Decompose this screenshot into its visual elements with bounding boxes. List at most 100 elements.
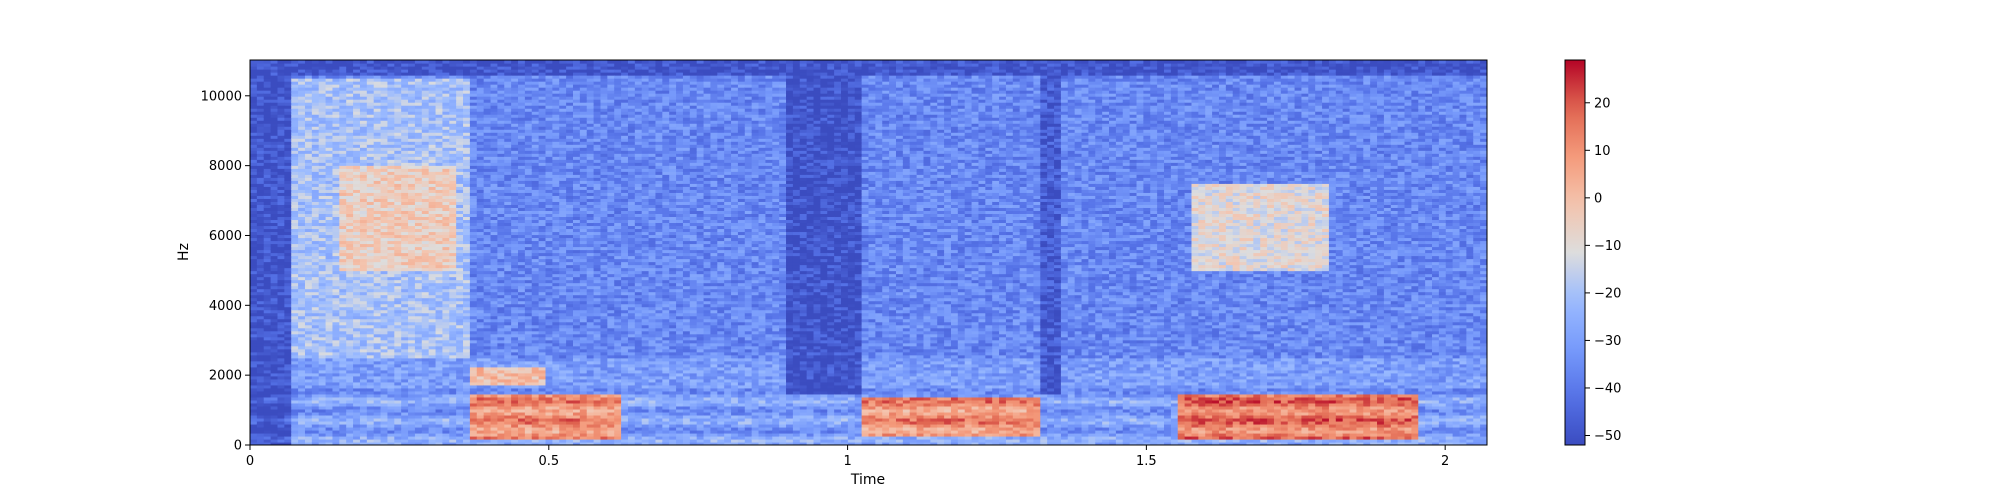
spectrogram-cell <box>421 417 430 422</box>
spectrogram-cell <box>318 69 327 73</box>
spectrogram-cell <box>318 408 327 413</box>
spectrogram-cell <box>463 276 471 281</box>
spectrogram-cell <box>442 171 450 175</box>
spectrogram-cell <box>250 219 258 224</box>
spectrogram-cell <box>325 210 334 214</box>
spectrogram-cell <box>456 342 464 347</box>
spectrogram-cell <box>401 195 409 199</box>
spectrogram-cell <box>387 231 395 236</box>
spectrogram-cell <box>476 375 485 380</box>
spectrogram-cell <box>463 66 471 70</box>
spectrogram-cell <box>263 342 272 347</box>
spectrogram-cell <box>394 171 402 175</box>
spectrogram-cell <box>490 237 498 242</box>
spectrogram-cell <box>270 114 279 118</box>
spectrogram-cell <box>346 132 354 136</box>
spectrogram-cell <box>442 330 450 335</box>
spectrogram-cell <box>304 375 313 380</box>
spectrogram-cell <box>359 72 368 76</box>
spectrogram-cell <box>318 441 327 445</box>
spectrogram-cell <box>435 117 444 121</box>
spectrogram-cell <box>442 66 450 70</box>
spectrogram-cell <box>339 258 347 263</box>
spectrogram-cell <box>250 300 258 305</box>
spectrogram-cell <box>359 324 368 329</box>
spectrogram-cell <box>476 315 485 320</box>
spectrogram-cell <box>346 90 354 94</box>
spectrogram-cell <box>469 102 478 106</box>
spectrogram-cell <box>359 279 368 284</box>
spectrogram-cell <box>483 150 492 154</box>
spectrogram-cell <box>318 258 327 263</box>
spectrogram-cell <box>311 60 320 64</box>
spectrogram-cell <box>256 219 265 224</box>
spectrogram-cell <box>469 306 478 311</box>
spectrogram-cell <box>332 183 340 187</box>
spectrogram-cell <box>277 96 285 100</box>
spectrogram-cell <box>428 63 437 67</box>
spectrogram-cell <box>476 141 485 145</box>
spectrogram-cell <box>291 360 299 365</box>
spectrogram-cell <box>380 381 389 386</box>
spectrogram-cell <box>291 138 299 142</box>
spectrogram-cell <box>346 372 354 377</box>
spectrogram-cell <box>456 360 464 365</box>
spectrogram-cell <box>318 390 327 395</box>
spectrogram-cell <box>408 171 416 175</box>
spectrogram-cell <box>373 279 382 284</box>
spectrogram-cell <box>263 390 272 395</box>
spectrogram-cell <box>490 300 498 305</box>
spectrogram-cell <box>277 408 285 413</box>
spectrogram-cell <box>304 261 313 266</box>
spectrogram-cell <box>325 132 334 136</box>
spectrogram-cell <box>469 225 478 230</box>
spectrogram-cell <box>449 87 457 91</box>
spectrogram-cell <box>373 213 382 218</box>
spectrogram-cell <box>435 252 444 257</box>
spectrogram-cell <box>469 243 478 248</box>
spectrogram-cell <box>250 261 258 266</box>
spectrogram-cell <box>483 201 492 205</box>
spectrogram-cell <box>380 285 389 290</box>
spectrogram-cell <box>401 306 409 311</box>
spectrogram-cell <box>359 237 368 242</box>
spectrogram-cell <box>414 342 423 347</box>
spectrogram-cell <box>263 402 272 407</box>
spectrogram-cell <box>359 78 368 82</box>
spectrogram-cell <box>263 285 272 290</box>
spectrogram-cell <box>442 405 450 410</box>
spectrogram-cell <box>469 171 478 175</box>
spectrogram-cell <box>284 378 292 383</box>
spectrogram-cell <box>428 333 437 338</box>
spectrogram-cell <box>401 396 409 401</box>
spectrogram-cell <box>449 402 457 407</box>
spectrogram-cell <box>256 315 265 320</box>
spectrogram-cell <box>463 300 471 305</box>
spectrogram-cell <box>414 339 423 344</box>
spectrogram-cell <box>298 270 306 275</box>
spectrogram-cell <box>463 246 471 251</box>
spectrogram-cell <box>318 234 327 239</box>
spectrogram-cell <box>401 237 409 242</box>
spectrogram-cell <box>263 129 272 133</box>
spectrogram-cell <box>387 258 395 263</box>
spectrogram-cell <box>263 156 272 160</box>
spectrogram-cell <box>277 387 285 392</box>
spectrogram-cell <box>435 321 444 326</box>
spectrogram-cell <box>387 102 395 106</box>
spectrogram-cell <box>456 417 464 422</box>
spectrogram-cell <box>373 180 382 184</box>
spectrogram-cell <box>270 222 279 227</box>
spectrogram-cell <box>387 426 395 431</box>
spectrogram-cell <box>483 300 492 305</box>
spectrogram-cell <box>263 108 272 112</box>
spectrogram-cell <box>435 171 444 175</box>
spectrogram-cell <box>373 243 382 248</box>
spectrogram-cell <box>442 114 450 118</box>
spectrogram-cell <box>346 351 354 356</box>
spectrogram-cell <box>325 135 334 139</box>
spectrogram-cell <box>449 363 457 368</box>
spectrogram-cell <box>380 168 389 172</box>
spectrogram-cell <box>490 399 498 404</box>
spectrogram-cell <box>380 219 389 224</box>
